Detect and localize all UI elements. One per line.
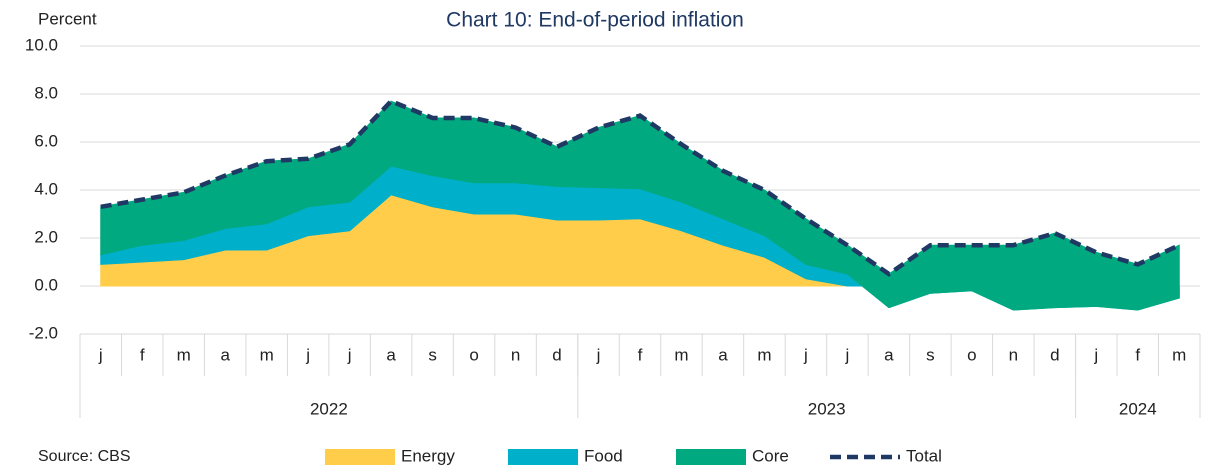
legend-swatch [325, 449, 395, 465]
x-tick-label: o [967, 345, 976, 364]
source: Source: CBS [38, 448, 130, 465]
x-tick-label: j [596, 345, 601, 364]
x-tick-label: f [140, 345, 145, 364]
y-tick-label: 4.0 [34, 179, 58, 198]
x-tick-label: j [1093, 345, 1098, 364]
x-tick-label: m [177, 345, 191, 364]
legend-label: Energy [401, 446, 455, 465]
x-tick-label: j [803, 345, 808, 364]
y-axis-label: Percent [38, 9, 97, 28]
area [100, 100, 1180, 311]
x-tick-label: d [1050, 345, 1059, 364]
legend-swatch [508, 449, 578, 465]
x-tick-label: o [469, 345, 478, 364]
legend-label: Food [584, 446, 623, 465]
x-tick-label: a [220, 345, 230, 364]
x-tick-label: j [845, 345, 850, 364]
group-label: 2024 [1119, 399, 1157, 418]
y-tick-label: 8.0 [34, 83, 58, 102]
y-tick-label: 0.0 [34, 275, 58, 294]
x-tick-label: f [1135, 345, 1140, 364]
chart-title: Chart 10: End-of-period inflation [446, 9, 744, 32]
x-tick-label: n [1009, 345, 1018, 364]
total-line [100, 98, 1181, 277]
group-label: 2023 [808, 399, 846, 418]
x-tick-label: a [718, 345, 728, 364]
x-tick-label: s [926, 345, 935, 364]
legend-swatch [676, 449, 746, 465]
legend-label: Total [906, 446, 942, 465]
y-tick-label: -2.0 [29, 323, 58, 342]
y-tick-label: 10.0 [25, 35, 58, 54]
x-tick-label: a [884, 345, 894, 364]
x-tick-label: j [347, 345, 352, 364]
x-tick-label: f [638, 345, 643, 364]
y-tick-label: 6.0 [34, 131, 58, 150]
x-tick-label: a [386, 345, 396, 364]
x-tick-label: j [98, 345, 103, 364]
x-tick-label: d [552, 345, 561, 364]
x-tick-label: m [1172, 345, 1186, 364]
y-tick-label: 2.0 [34, 227, 58, 246]
x-tick-label: n [511, 345, 520, 364]
x-tick-label: s [428, 345, 437, 364]
x-tick-label: m [757, 345, 771, 364]
group-label: 2022 [310, 399, 348, 418]
x-tick-label: m [674, 345, 688, 364]
x-tick-label: j [305, 345, 310, 364]
legend-label: Core [752, 446, 789, 465]
x-tick-label: m [260, 345, 274, 364]
